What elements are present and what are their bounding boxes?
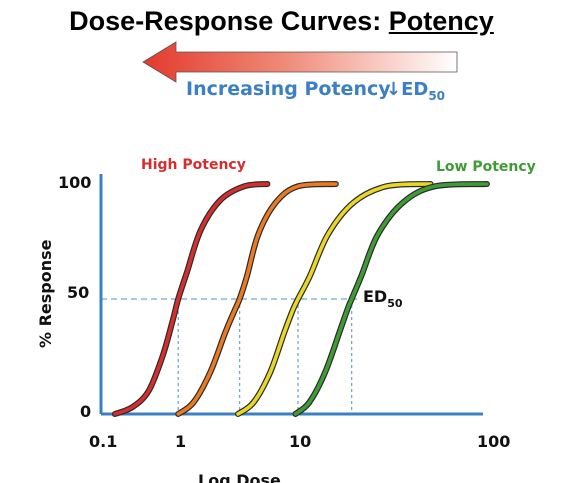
dose-response-curve-0 <box>113 182 270 416</box>
increasing-potency-arrow <box>142 41 458 83</box>
arrow-ed50-label: ↓ED50 <box>386 79 445 103</box>
y-tick-50: 50 <box>67 283 89 302</box>
low-potency-label: Low Potency <box>436 159 536 175</box>
ed50-text: ED <box>363 287 387 306</box>
dose-response-curve-2 <box>236 182 433 416</box>
dose-response-curve-3 <box>293 182 489 416</box>
y-axis-title: % Response <box>36 239 55 348</box>
x-tick-0.1: 0.1 <box>89 432 117 451</box>
chart-title-main: Dose-Response Curves: <box>69 6 389 36</box>
ed50-subscript: 50 <box>387 297 403 310</box>
x-tick-10: 10 <box>289 432 311 451</box>
x-tick-1: 1 <box>175 432 186 451</box>
arrow-ed-text: ↓ED <box>386 79 428 100</box>
curve-layer <box>111 181 490 417</box>
high-potency-label: High Potency <box>141 157 246 173</box>
increasing-potency-label: Increasing Potency <box>186 78 391 100</box>
chart-title: Dose-Response Curves: Potency <box>0 6 563 37</box>
y-tick-100: 100 <box>58 173 91 192</box>
arrow-ed-subscript: 50 <box>428 89 445 103</box>
dose-response-curve-1 <box>176 182 338 416</box>
chart-title-emphasis: Potency <box>388 6 494 36</box>
x-axis-title: Log Dose <box>198 471 281 483</box>
x-tick-100: 100 <box>477 432 510 451</box>
y-tick-0: 0 <box>80 402 91 421</box>
ed50-guide-lines <box>101 298 358 414</box>
ed50-label: ED50 <box>363 287 403 310</box>
